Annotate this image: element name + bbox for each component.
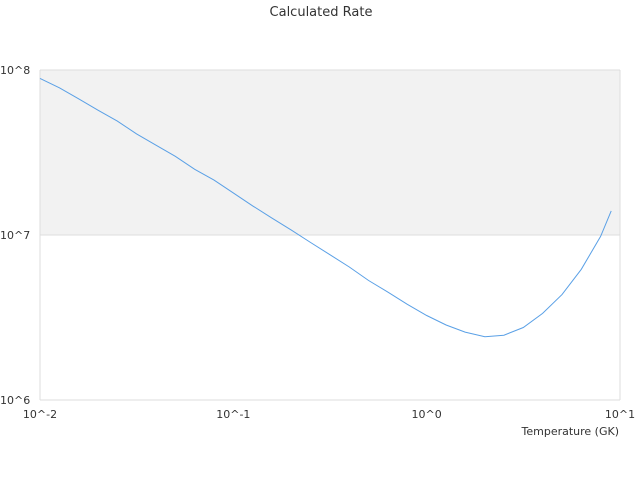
y-tick-label: 10^8 [0,64,30,77]
axes-layer [39,70,621,401]
x-tick-label: 10^-2 [23,408,57,421]
tick-label-layer: 10^-2 10^-1 10^0 10^1 10^6 10^7 10^8 [0,64,635,421]
shaded-band [40,70,620,235]
x-tick-label: 10^-1 [216,408,250,421]
shaded-band-layer [40,70,620,235]
x-tick-label: 10^0 [412,408,442,421]
y-tick-label: 10^7 [0,229,30,242]
x-axis-label: Temperature (GK) [521,425,620,438]
chart-title: Calculated Rate [270,5,373,20]
x-tick-label: 10^1 [605,408,635,421]
series-layer [39,77,612,338]
y-tick-label: 10^6 [0,394,30,407]
series-line [39,77,612,338]
